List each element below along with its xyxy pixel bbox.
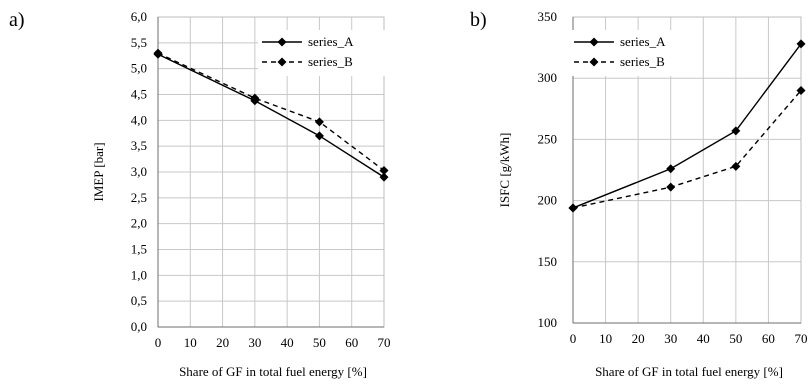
data-point <box>153 48 163 58</box>
data-point <box>250 93 260 103</box>
legend-box <box>570 30 682 76</box>
y-tick-label: 4,0 <box>131 112 147 127</box>
y-tick-label: 3,5 <box>131 138 147 153</box>
data-point <box>796 39 806 49</box>
legend-label: series_B <box>620 54 665 69</box>
series-line-1 <box>572 43 802 209</box>
chart-panel-2: b) 100 150 200 250 300 350 0 10 20 30 40 50 60 70 Share… <box>470 9 808 379</box>
y-tick-label: 6,0 <box>131 9 147 24</box>
x-tick-label: 10 <box>599 331 612 346</box>
legend-marker <box>277 37 287 47</box>
x-tick-label: 40 <box>281 335 294 350</box>
y-tick-label: 5,0 <box>131 61 147 76</box>
legend-label: series_A <box>620 34 666 49</box>
x-tick-label: 20 <box>632 331 645 346</box>
legend-label: series_A <box>308 34 354 49</box>
x-tick-label: 60 <box>345 335 358 350</box>
x-tick-label: 30 <box>248 335 261 350</box>
y-tick-label: 2,5 <box>131 190 147 205</box>
y-tick-label: 250 <box>538 131 558 146</box>
legend: series_A series_B <box>258 30 386 76</box>
y-tick-label: 0,0 <box>131 319 147 334</box>
y-tick-label: 4,5 <box>131 87 147 102</box>
x-tick-label: 0 <box>155 335 162 350</box>
y-tick-label: 0,5 <box>131 293 147 308</box>
data-point <box>796 85 806 95</box>
x-tick-label: 20 <box>216 335 229 350</box>
panel-label: b) <box>470 9 487 31</box>
x-tick-label: 0 <box>570 331 577 346</box>
y-tick-label: 1,5 <box>131 242 147 257</box>
x-axis-label: Share of GF in total fuel energy [%] <box>595 364 783 379</box>
data-point <box>314 131 324 141</box>
x-tick-label: 40 <box>697 331 710 346</box>
x-tick-label: 70 <box>795 331 808 346</box>
x-axis-label: Share of GF in total fuel energy [%] <box>179 364 367 379</box>
y-tick-label: 1,0 <box>131 267 147 282</box>
y-tick-label: 2,0 <box>131 216 147 231</box>
legend-box <box>258 30 386 76</box>
legend-marker <box>589 37 599 47</box>
y-axis-label: IMEP [bar] <box>91 142 106 201</box>
y-tick-label: 200 <box>538 193 558 208</box>
panel-label: a) <box>9 9 25 31</box>
y-axis-label: ISFC [g/kWh] <box>497 133 512 208</box>
y-tick-label: 150 <box>538 254 558 269</box>
x-tick-label: 30 <box>664 331 677 346</box>
data-point <box>666 164 676 174</box>
data-point <box>731 161 741 171</box>
legend-label: series_B <box>308 54 353 69</box>
x-tick-label: 10 <box>184 335 197 350</box>
series-line-2 <box>572 89 802 209</box>
x-tick-label: 70 <box>378 335 391 350</box>
x-tick-label: 50 <box>313 335 326 350</box>
chart-panel-1: a) 0,0 0,5 1,0 1,5 2,0 2,5 3,0 3,5 4,0 4,5 5,0 5,5 6,… <box>9 9 391 379</box>
data-point <box>314 117 324 127</box>
data-point <box>731 126 741 136</box>
x-tick-label: 60 <box>762 331 775 346</box>
y-tick-label: 300 <box>538 70 558 85</box>
data-point <box>379 165 389 175</box>
y-tick-label: 5,5 <box>131 35 147 50</box>
data-point <box>568 203 578 213</box>
y-tick-label: 3,0 <box>131 164 147 179</box>
legend-marker <box>589 57 599 67</box>
data-point <box>379 172 389 182</box>
series-line-1 <box>157 53 385 178</box>
y-tick-label: 100 <box>538 315 558 330</box>
legend-marker <box>277 57 287 67</box>
y-tick-label: 350 <box>538 9 558 24</box>
data-point <box>666 182 676 192</box>
x-tick-label: 50 <box>729 331 742 346</box>
legend: series_A series_B <box>570 30 682 76</box>
